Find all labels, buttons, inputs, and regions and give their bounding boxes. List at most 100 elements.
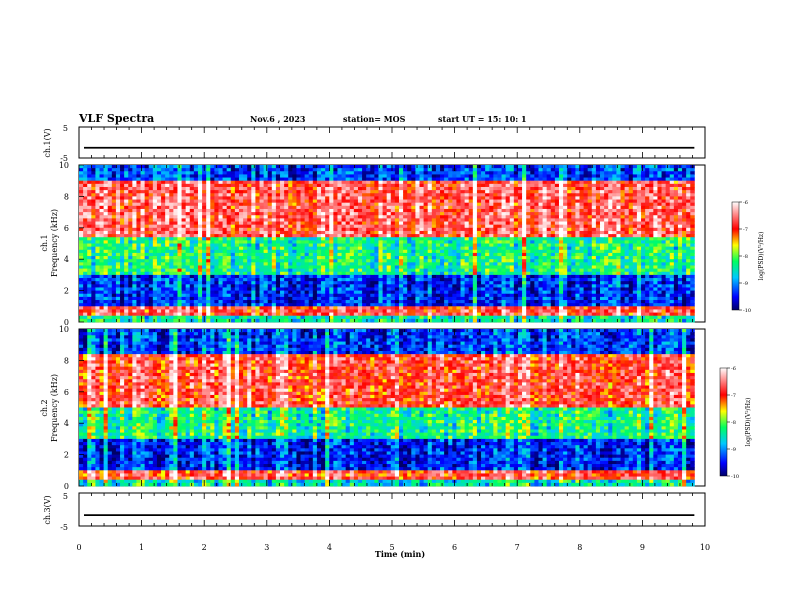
spectrogram-cell (526, 208, 531, 213)
spectrogram-cell (120, 259, 125, 263)
spectrogram-cell (583, 212, 589, 216)
spectrogram-cell (497, 230, 502, 235)
spectrogram-cell (111, 243, 117, 248)
spectrogram-cell (403, 177, 408, 182)
spectrogram-cell (378, 190, 383, 194)
spectrogram-cell (95, 234, 100, 238)
spectrogram-cell (669, 218, 675, 222)
spectrogram-cell (300, 221, 306, 226)
spectrogram-cell (271, 199, 277, 204)
spectrogram-cell (481, 183, 486, 188)
spectrogram-cell (628, 230, 634, 235)
spectrogram-cell (669, 243, 675, 248)
spectrogram-cell (210, 268, 215, 273)
spectrogram-cell (99, 193, 105, 197)
spectrogram-cell (522, 240, 527, 244)
spectrogram-cell (333, 246, 338, 251)
spectrogram-cell (415, 256, 420, 260)
spectrogram-cell (284, 265, 289, 270)
spectrogram-cell (214, 190, 219, 194)
spectrogram-cell (468, 208, 474, 213)
spectrogram-cell (353, 180, 359, 185)
spectrogram-cell (673, 259, 679, 263)
spectrogram-cell (189, 243, 195, 248)
spectrogram-cell (325, 218, 330, 222)
spectrogram-cell (485, 202, 490, 207)
spectrogram-cell (628, 171, 634, 175)
spectrogram-cell (353, 208, 359, 213)
spectrogram-cell (595, 174, 601, 178)
spectrogram-cell (341, 174, 347, 178)
spectrogram-cell (374, 171, 379, 175)
spectrogram-cell (620, 186, 626, 191)
spectrogram-cell (522, 196, 527, 200)
spectrogram-cell (550, 212, 556, 216)
spectrogram-cell (677, 183, 683, 188)
spectrogram-cell (148, 180, 154, 185)
spectrogram-cell (661, 212, 667, 216)
spectrogram-cell (366, 171, 371, 175)
spectrogram-cell (202, 196, 207, 200)
spectrogram-cell (558, 180, 564, 185)
spectrogram-cell (243, 218, 248, 222)
spectrogram-cell (669, 202, 675, 207)
spectrogram-cell (189, 171, 195, 175)
spectrogram-cell (251, 186, 256, 191)
spectrogram-cell (657, 180, 662, 185)
spectrogram-cell (645, 221, 650, 226)
spectrogram-cell (489, 177, 494, 182)
spectrogram-cell (472, 186, 478, 191)
spectrogram-cell (571, 208, 576, 213)
spectrogram-cell (534, 221, 539, 226)
spectrogram-cell (173, 259, 178, 263)
spectrogram-cell (284, 218, 289, 222)
spectrogram-cell (333, 227, 338, 232)
spectrogram-cell (185, 252, 191, 257)
spectrogram-cell (140, 265, 146, 270)
spectrogram-cell (390, 186, 396, 191)
spectrogram-cell (472, 230, 478, 235)
spectrogram-cell (255, 221, 260, 226)
spectrogram-cell (452, 215, 457, 219)
spectrogram-cell (485, 224, 490, 229)
spectrogram-cell (534, 212, 539, 216)
spectrogram-cell (165, 193, 170, 197)
spectrogram-cell (156, 259, 162, 263)
spectrogram-cell (206, 177, 211, 182)
spectrogram-cell (169, 193, 174, 197)
spectrogram-cell (206, 196, 211, 200)
spectrogram-cell (316, 234, 322, 238)
spectrogram-cell (378, 168, 383, 172)
spectrogram-cell (292, 252, 297, 257)
spectrogram-cell (686, 246, 691, 251)
spectrogram-cell (517, 234, 523, 238)
spectrogram-cell (370, 196, 375, 200)
spectrogram-cell (222, 240, 228, 244)
spectrogram-cell (308, 196, 314, 200)
spectrogram-cell (177, 196, 182, 200)
spectrogram-cell (95, 240, 100, 244)
spectrogram-cell (411, 259, 416, 263)
spectrogram-cell (669, 199, 675, 204)
spectrogram-cell (620, 259, 626, 263)
spectrogram-cell (530, 221, 535, 226)
spectrogram-cell (99, 174, 105, 178)
spectrogram-cell (411, 265, 416, 270)
spectrogram-cell (247, 256, 252, 260)
spectrogram-cell (649, 186, 654, 191)
spectrogram-cell (440, 171, 445, 175)
spectrogram-cell (550, 246, 556, 251)
spectrogram-cell (103, 230, 109, 235)
spectrogram-cell (357, 212, 363, 216)
spectrogram-cell (259, 190, 265, 194)
spectrogram-cell (374, 230, 379, 235)
spectrogram-cell (431, 256, 437, 260)
spectrogram-cell (509, 215, 515, 219)
spectrogram-cell (362, 221, 367, 226)
spectrogram-cell (353, 240, 359, 244)
spectrogram-cell (435, 218, 441, 222)
spectrogram-cell (370, 168, 375, 172)
spectrogram-cell (476, 177, 482, 182)
spectrogram-cell (641, 246, 646, 251)
spectrogram-cell (206, 165, 211, 169)
